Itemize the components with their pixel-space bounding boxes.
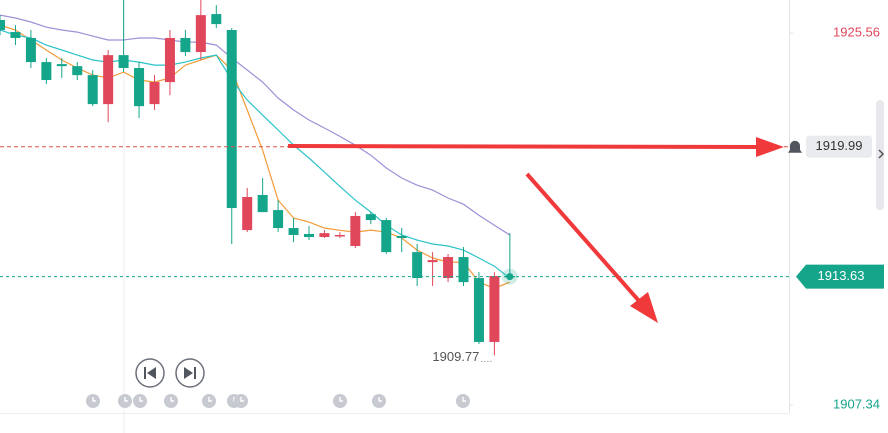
expand-icon[interactable] [878,149,885,159]
candle-body [149,82,160,105]
candle-body [195,15,206,53]
candle-body [427,260,438,263]
alert-label-box [806,135,872,158]
candle-body [443,257,454,279]
arrow-line [287,144,763,149]
y-tick-label: 1925.56 [833,25,880,40]
candle-body [242,197,253,231]
candle-body [288,228,299,235]
scrollbar[interactable] [876,100,884,210]
arrow-head [756,137,784,157]
candle-body [134,67,145,107]
candle-body [180,37,191,53]
clock-hand [240,397,244,402]
next-button[interactable] [175,358,205,388]
clock-hand [462,397,466,402]
clock-hand [139,397,143,402]
candle-body [319,233,330,238]
candle-body [365,214,376,221]
candle-body [396,236,407,239]
candle-body [334,234,345,237]
alert-label: 1919.99 [816,138,863,153]
candle-body [118,55,129,68]
candle-body [56,64,67,67]
candle-body [25,37,36,63]
candle-body [473,278,484,342]
current-price-box [796,264,884,289]
candle-body [381,220,392,253]
clock-hand [378,397,382,402]
candle-body [10,32,21,38]
alert-bell-icon [788,140,802,153]
moving-average-line [0,14,511,236]
current-price-label: 1913.63 [818,268,865,283]
candle-body [257,194,268,213]
clock-hand [170,397,174,402]
candle-body [164,37,175,83]
annotation-arrows [287,137,784,323]
y-tick-label: 1907.34 [833,396,880,411]
candle-body [350,215,361,247]
candle-body [87,75,98,105]
candle-body [211,14,222,25]
previous-button[interactable] [135,358,165,388]
arrow-head [630,292,658,323]
candle-body [226,30,237,209]
current-price-dot [506,273,514,281]
low-price-label: 1909.77 [432,349,479,364]
candle-body [458,257,469,283]
candle-body [0,20,5,31]
candle-body [304,233,314,238]
clock-hand [92,397,96,402]
candle-body [273,210,284,229]
candle-body [103,55,114,105]
event-icons [86,394,470,408]
moving-average-line [0,24,511,289]
candle-body [412,252,423,279]
navigation-buttons [135,358,205,388]
candle-body [41,62,52,81]
clock-hand [124,397,128,402]
clock-hand [208,397,212,402]
candle-body [489,276,500,342]
moving-average-line [0,29,511,279]
arrow-line [525,172,642,304]
clock-hand [339,397,343,402]
candle-body [72,66,83,76]
